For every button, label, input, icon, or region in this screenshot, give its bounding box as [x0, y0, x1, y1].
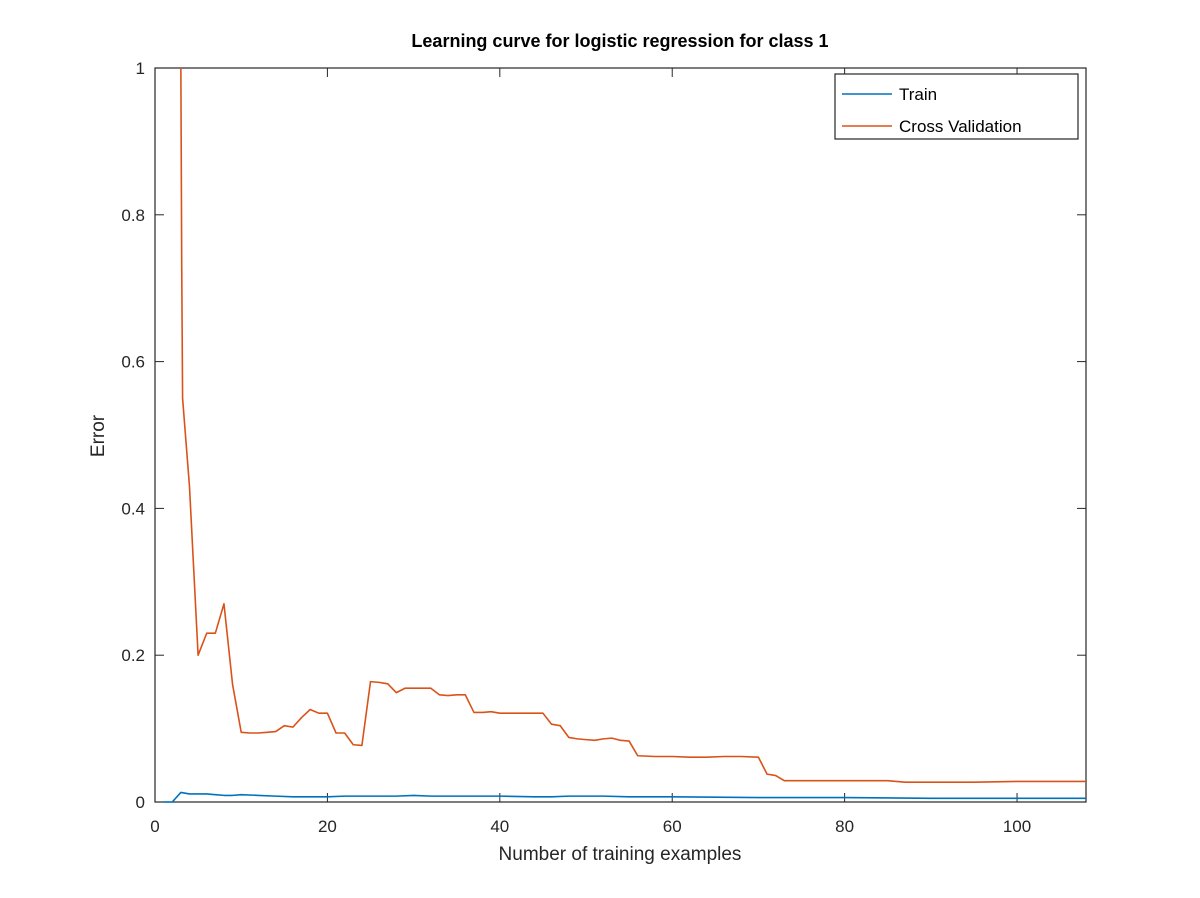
axes: 0 20 40 60 80 100 0 0.2 0.4 0.6 0.8 1 [121, 59, 1087, 836]
legend-label: Train [899, 85, 937, 104]
x-axis-label: Number of training examples [499, 844, 742, 865]
chart-title: Learning curve for logistic regression f… [411, 31, 828, 51]
x-tick-label: 20 [318, 817, 337, 836]
legend-box [834, 73, 1079, 140]
y-tick-label: 0.8 [121, 206, 145, 225]
y-axis-label: Error [88, 414, 109, 457]
y-tick-label: 0 [136, 793, 145, 812]
x-tick-label: 0 [150, 817, 159, 836]
x-tick-label: 80 [835, 817, 854, 836]
series-lines [163, 67, 1086, 803]
plot-box [154, 67, 1087, 803]
series-line-cross-validation [180, 67, 1086, 783]
x-tick-label: 40 [490, 817, 509, 836]
y-tick-label: 0.4 [121, 499, 145, 518]
legend: Train Cross Validation [834, 73, 1079, 140]
x-tick-label: 60 [663, 817, 682, 836]
legend-label: Cross Validation [899, 117, 1022, 136]
series-line-train [163, 791, 1086, 803]
y-tick-label: 1 [136, 59, 145, 78]
y-tick-label: 0.6 [121, 353, 145, 372]
y-tick-label: 0.2 [121, 646, 145, 665]
x-tick-label: 100 [1003, 817, 1031, 836]
